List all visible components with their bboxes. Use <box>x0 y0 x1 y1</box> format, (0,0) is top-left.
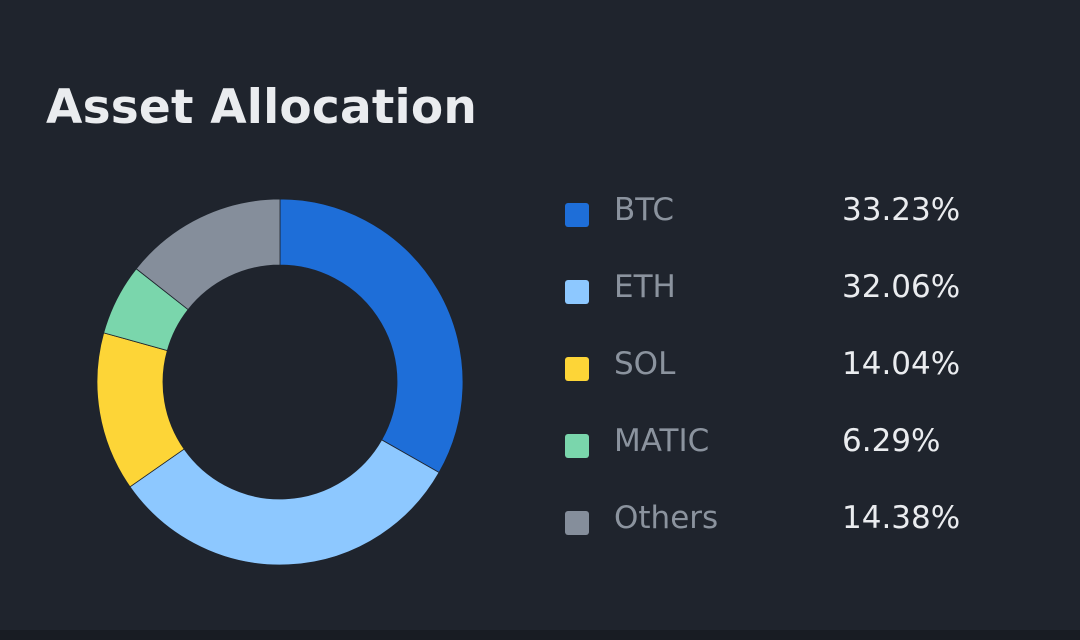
legend-item-sol: SOL 14.04% <box>565 330 1025 407</box>
legend-label: Others <box>614 500 719 536</box>
card-title: Asset Allocation <box>46 80 478 135</box>
legend-label: SOL <box>614 346 676 382</box>
legend-label: ETH <box>614 269 676 305</box>
legend-item-btc: BTC 33.23% <box>565 176 1025 253</box>
legend-label: MATIC <box>614 423 710 459</box>
legend-value: 14.04% <box>842 346 961 382</box>
legend-swatch <box>565 511 589 535</box>
legend-item-eth: ETH 32.06% <box>565 253 1025 330</box>
legend-label: BTC <box>614 192 675 228</box>
donut-chart <box>96 198 464 566</box>
legend-swatch <box>565 280 589 304</box>
chart-legend: BTC 33.23% ETH 32.06% SOL 14.04% MATIC 6.29% Oth… <box>565 176 1025 561</box>
legend-value: 14.38% <box>842 500 961 536</box>
legend-value: 6.29% <box>842 423 941 459</box>
donut-slice-eth <box>129 439 440 566</box>
donut-slice-btc <box>279 198 464 474</box>
legend-value: 32.06% <box>842 269 961 305</box>
legend-item-matic: MATIC 6.29% <box>565 407 1025 484</box>
donut-slice-others <box>135 198 281 311</box>
legend-swatch <box>565 203 589 227</box>
legend-swatch <box>565 357 589 381</box>
legend-item-others: Others 14.38% <box>565 484 1025 561</box>
legend-value: 33.23% <box>842 192 961 228</box>
legend-swatch <box>565 434 589 458</box>
bottom-divider <box>0 630 1080 640</box>
